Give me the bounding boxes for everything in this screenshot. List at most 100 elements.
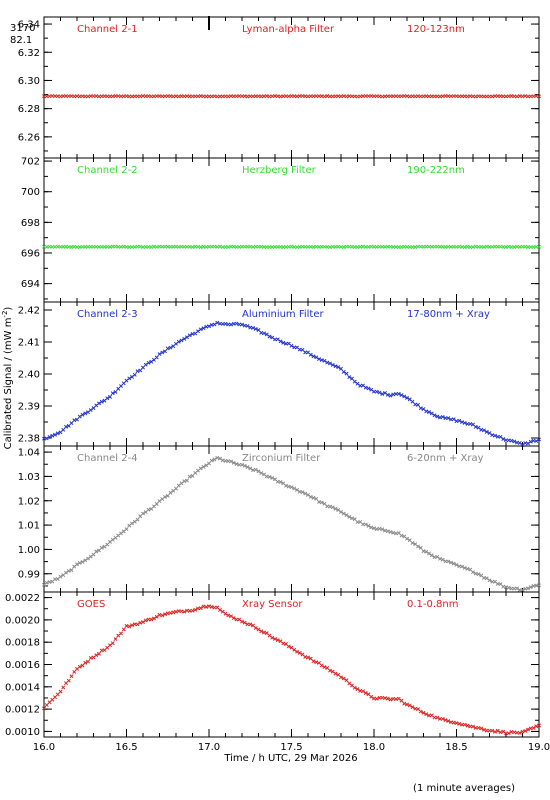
data-point	[493, 729, 497, 734]
data-point	[465, 723, 470, 728]
data-point	[256, 469, 261, 474]
panel-3: 2.38 2.39 2.40 2.41 2.42 Channel 2-3 Aluminium…	[18, 301, 541, 447]
data-point	[53, 695, 57, 700]
data-point	[297, 489, 302, 494]
data-point	[185, 478, 189, 483]
y-axis-label: Calibrated Signal / (mW m-2)	[1, 307, 14, 450]
data-point	[154, 614, 159, 619]
x-tick-label: 18.0	[363, 742, 385, 753]
data-point	[460, 564, 464, 569]
data-point	[424, 712, 429, 717]
data-point	[482, 245, 486, 250]
panel-annotation: Aluminium Filter	[242, 309, 325, 320]
data-point	[97, 401, 101, 406]
data-point	[482, 428, 486, 433]
y-axis-label-close: )	[3, 307, 14, 311]
data-point	[201, 604, 206, 609]
data-point	[297, 650, 302, 655]
data-point	[482, 727, 486, 732]
y-tick-label: 700	[21, 187, 40, 198]
data-point	[273, 637, 277, 641]
data-point	[130, 521, 134, 526]
corner-note-bottom: 82.1	[10, 35, 32, 46]
data-point	[440, 557, 445, 562]
data-point	[113, 389, 118, 394]
data-point	[341, 245, 346, 250]
data-point	[512, 245, 517, 250]
data-point	[42, 706, 46, 711]
data-point	[402, 394, 407, 399]
data-point	[163, 494, 167, 499]
data-point	[435, 414, 440, 419]
data-point	[289, 485, 294, 490]
data-point	[515, 586, 519, 591]
data-point	[204, 324, 209, 329]
y-tick-label: 0.0010	[5, 727, 40, 738]
data-point	[187, 333, 192, 338]
data-point	[399, 393, 404, 397]
data-point	[380, 392, 385, 396]
panel-annotation: Channel 2-3	[77, 309, 138, 320]
data-point	[509, 438, 514, 443]
data-point	[303, 491, 308, 496]
data-point	[399, 533, 404, 538]
data-point	[69, 421, 74, 426]
data-point	[174, 609, 178, 614]
data-point	[311, 495, 316, 500]
data-point	[451, 561, 456, 566]
data-point	[168, 490, 173, 495]
data-point	[504, 585, 508, 590]
data-point	[325, 666, 330, 670]
data-point	[127, 624, 132, 629]
data-point	[138, 368, 143, 373]
panel-annotation: 6-20nm + Xray	[407, 453, 484, 464]
data-point	[278, 480, 283, 484]
data-point	[410, 540, 415, 545]
data-point	[80, 559, 85, 564]
y-tick-label: 6.28	[18, 104, 40, 115]
panel-annotation: 190-222nm	[407, 165, 465, 176]
data-point	[253, 467, 258, 472]
data-point	[451, 417, 456, 422]
data-point	[201, 326, 206, 331]
data-point	[262, 331, 266, 336]
data-point	[476, 572, 481, 577]
data-point	[418, 709, 423, 714]
data-point	[47, 434, 52, 439]
data-point	[83, 558, 88, 563]
data-point	[311, 354, 316, 359]
data-point	[537, 244, 541, 249]
y-tick-label: 2.40	[18, 370, 40, 381]
panel-frame	[43, 16, 540, 159]
data-point	[262, 630, 266, 635]
data-point	[333, 671, 338, 676]
data-point	[160, 350, 165, 355]
data-point	[405, 395, 409, 400]
data-point	[388, 529, 393, 534]
data-point	[303, 654, 308, 659]
x-axis-label: Time / h UTC, 29 Mar 2026	[223, 753, 357, 764]
panel-annotation: 17-80nm + Xray	[407, 309, 490, 320]
corner-note-top: 3170	[10, 23, 35, 34]
data-point	[105, 396, 110, 401]
data-point	[61, 427, 66, 432]
data-point	[72, 669, 77, 674]
data-point	[501, 729, 506, 734]
data-point	[88, 656, 93, 660]
data-point	[149, 359, 154, 364]
data-point	[473, 424, 478, 429]
data-point	[234, 462, 239, 466]
x-tick-label: 19.0	[528, 742, 550, 753]
data-point	[314, 496, 319, 501]
data-point	[248, 466, 253, 471]
data-point	[198, 466, 203, 471]
y-axis-label-text: Calibrated Signal / (mW m	[3, 318, 14, 450]
data-point	[528, 585, 533, 590]
data-point	[220, 458, 225, 463]
x-tick-label: 18.5	[445, 742, 467, 753]
data-point	[336, 365, 341, 370]
data-point	[416, 544, 420, 549]
data-point	[471, 724, 475, 729]
data-point	[212, 322, 217, 327]
y-tick-label: 694	[21, 279, 40, 290]
